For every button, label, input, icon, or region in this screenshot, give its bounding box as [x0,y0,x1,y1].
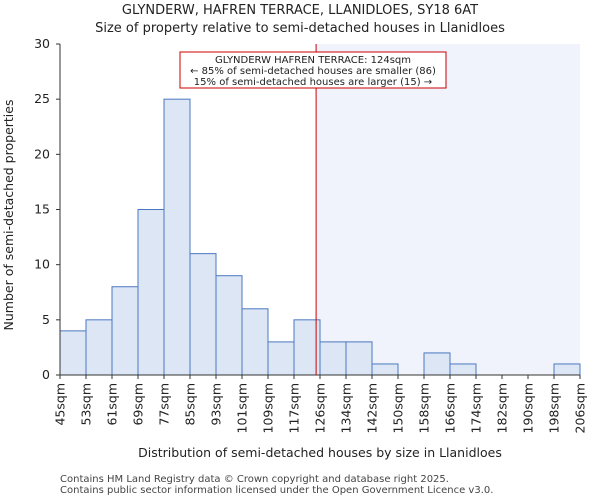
histogram-bar [449,363,477,376]
histogram-bar [267,341,295,376]
x-tick-label: 69sqm [131,383,146,426]
y-tick-label: 15 [34,202,50,217]
annotation-box [179,51,447,89]
chart-subtitle: Size of property relative to semi-detach… [95,21,505,36]
x-tick-label: 190sqm [521,383,536,433]
histogram-bar [553,363,581,376]
histogram-bar [85,319,113,376]
x-tick-label: 134sqm [339,383,354,433]
x-tick-label: 101sqm [235,383,250,433]
footer-licence: Contains public sector information licen… [60,485,494,496]
x-tick-label: 85sqm [183,383,198,426]
x-tick-label: 198sqm [547,383,562,433]
histogram-bar [215,275,243,376]
x-tick-label: 61sqm [105,383,120,426]
histogram-bar [189,253,217,376]
histogram-bar [59,330,87,376]
x-tick-label: 174sqm [469,383,484,433]
annotation-line-3: 15% of semi-detached houses are larger (… [194,77,432,88]
x-tick-label: 158sqm [417,383,432,433]
histogram-bar [423,352,451,376]
annotation-line-1: GLYNDERW HAFREN TERRACE: 124sqm [215,55,411,66]
histogram-bar [163,98,191,376]
y-axis-label: Number of semi-detached properties [1,100,16,331]
histogram-bar [111,286,139,376]
x-tick-label: 142sqm [365,383,380,433]
x-axis-label: Distribution of semi-detached houses by … [138,445,502,460]
y-tick-label: 10 [34,257,50,272]
x-tick-label: 150sqm [391,383,406,433]
histogram-bar [319,341,347,376]
histogram-bar [345,341,373,376]
chart-title: GLYNDERW, HAFREN TERRACE, LLANIDLOES, SY… [122,3,478,18]
y-tick-label: 30 [34,36,50,51]
x-tick-label: 206sqm [573,383,588,433]
y-tick-label: 0 [42,367,50,382]
y-tick-label: 25 [34,91,50,106]
histogram-bar [371,363,399,376]
x-tick-label: 77sqm [157,383,172,426]
larger-region-highlight [316,44,580,375]
histogram-bar [241,308,269,376]
x-tick-label: 126sqm [313,383,328,433]
histogram-bar [137,209,165,376]
x-tick-label: 53sqm [79,383,94,426]
footer-copyright: Contains HM Land Registry data © Crown c… [60,474,449,485]
x-tick-label: 45sqm [53,383,68,426]
x-tick-label: 117sqm [287,383,302,433]
x-tick-label: 93sqm [209,383,224,426]
x-tick-label: 166sqm [443,383,458,433]
x-tick-label: 109sqm [261,383,276,433]
y-tick-label: 20 [34,146,50,161]
y-tick-label: 5 [42,312,50,327]
annotation-line-2: ← 85% of semi-detached houses are smalle… [190,66,436,77]
x-tick-label: 182sqm [495,383,510,433]
